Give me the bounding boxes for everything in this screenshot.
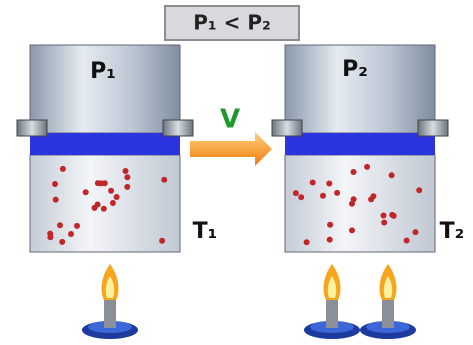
molecule [59, 239, 65, 245]
piston [30, 133, 180, 155]
molecule [334, 190, 340, 196]
clamp [17, 120, 47, 136]
molecule [47, 234, 53, 240]
molecule [114, 194, 120, 200]
clamp [418, 120, 448, 136]
molecule [413, 229, 419, 235]
molecule [368, 196, 374, 202]
molecule [327, 237, 333, 243]
molecule [389, 212, 395, 218]
molecule [108, 188, 114, 194]
gas-chamber [285, 155, 435, 252]
diagram: P₁ < P₂ P₁ T₁ V P₂ T₂ [0, 0, 473, 345]
pressure-label: P₁ [90, 59, 116, 84]
arrow [190, 132, 272, 166]
molecule [74, 223, 80, 229]
pressure-label: P₂ [342, 57, 368, 82]
molecule [53, 197, 59, 203]
molecule [124, 184, 130, 190]
molecule [123, 168, 129, 174]
molecule [60, 166, 66, 172]
molecule [326, 181, 332, 187]
molecule [57, 222, 63, 228]
clamp [163, 120, 193, 136]
burner [304, 264, 360, 339]
molecule [52, 181, 58, 187]
molecule [404, 238, 410, 244]
molecule [68, 231, 74, 237]
clamp [272, 120, 302, 136]
arrow-label: V [220, 105, 240, 135]
molecule [364, 164, 370, 170]
molecule [310, 180, 316, 186]
molecule [110, 200, 116, 206]
molecule [98, 180, 104, 186]
molecule [101, 206, 107, 212]
molecule [381, 220, 387, 226]
molecule [381, 213, 387, 219]
molecule [351, 196, 357, 202]
molecule [389, 172, 395, 178]
molecule [159, 238, 165, 244]
molecule [92, 205, 98, 211]
temperature-label: T₁ [193, 219, 218, 244]
burner [360, 264, 416, 339]
header-title: P₁ < P₂ [193, 11, 271, 35]
temperature-label: T₂ [440, 219, 465, 244]
piston [285, 133, 435, 155]
molecule [349, 227, 355, 233]
molecule [83, 189, 89, 195]
molecule [327, 222, 333, 228]
molecule [320, 193, 326, 199]
molecule [416, 187, 422, 193]
molecule [351, 169, 357, 175]
molecule [304, 239, 310, 245]
burner [82, 264, 138, 339]
molecule [293, 190, 299, 196]
molecule [124, 174, 130, 180]
molecule [298, 194, 304, 200]
molecule [161, 177, 167, 183]
